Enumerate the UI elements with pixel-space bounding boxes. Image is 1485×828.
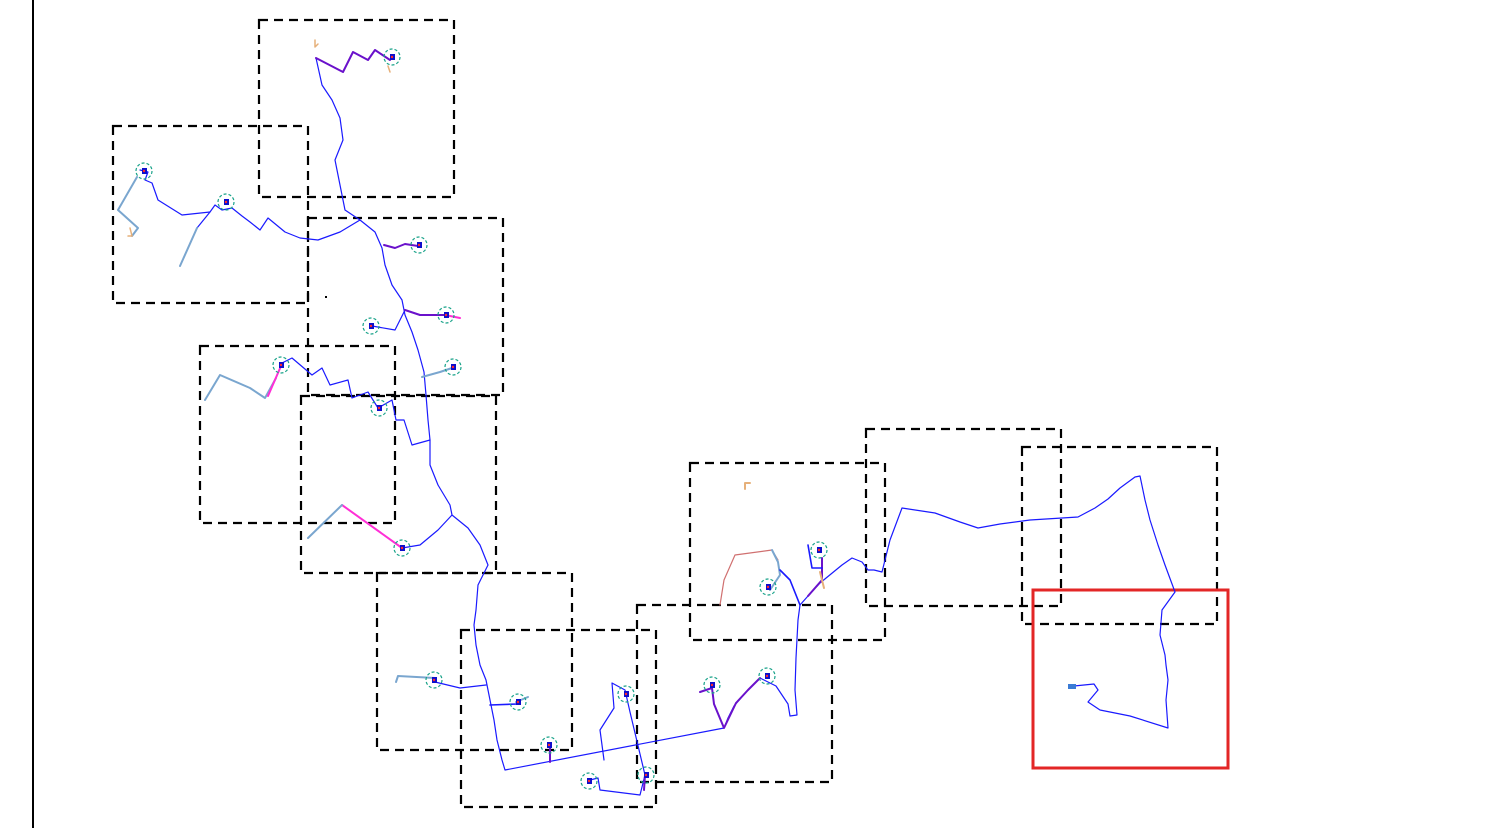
tile	[635, 603, 834, 784]
waypoint-layer	[135, 48, 828, 790]
waypoint-marker[interactable]	[703, 676, 721, 694]
route-segment	[489, 703, 519, 706]
tile	[864, 427, 1063, 608]
stray-point	[325, 296, 327, 298]
main-route	[315, 57, 1176, 771]
waypoint-marker[interactable]	[410, 236, 428, 254]
route-segment	[139, 169, 211, 216]
left-frame-border	[32, 0, 34, 828]
waypoint-marker[interactable]	[580, 772, 598, 790]
tile	[688, 461, 887, 642]
route-segment	[204, 374, 277, 401]
route-segment	[395, 675, 436, 683]
route-segment	[267, 365, 282, 397]
route-segment	[807, 557, 823, 597]
tile	[198, 344, 397, 525]
tile	[257, 18, 456, 199]
highlight-tile[interactable]	[1031, 588, 1230, 770]
route-segment	[807, 544, 823, 569]
route-segment	[179, 204, 361, 267]
route-layer	[117, 39, 1176, 796]
route-segment	[589, 682, 646, 796]
waypoint-marker[interactable]	[425, 671, 443, 689]
route-segment	[307, 504, 343, 539]
tile	[306, 216, 505, 397]
waypoint-marker[interactable]	[393, 539, 411, 557]
route-segment	[315, 49, 391, 73]
waypoint-marker[interactable]	[272, 356, 290, 374]
waypoint-marker[interactable]	[637, 766, 655, 784]
route-segment	[719, 549, 779, 606]
tile	[111, 124, 310, 305]
route-segment	[404, 309, 446, 316]
waypoint-marker[interactable]	[383, 48, 401, 66]
waypoint-marker[interactable]	[810, 541, 828, 559]
waypoint-marker[interactable]	[362, 317, 380, 335]
waypoint-marker[interactable]	[758, 667, 776, 685]
route-segment	[341, 504, 403, 549]
tile-layer	[111, 18, 1219, 809]
route-segment	[117, 176, 139, 237]
waypoint-marker[interactable]	[759, 578, 777, 596]
waypoint-marker[interactable]	[444, 358, 462, 376]
endpoint-marker	[1068, 684, 1076, 689]
tile	[459, 628, 658, 809]
route-segment	[371, 309, 406, 331]
route-segment	[383, 243, 419, 249]
route-segment	[314, 39, 319, 48]
waypoint-marker[interactable]	[509, 693, 527, 711]
waypoint-marker[interactable]	[217, 193, 235, 211]
waypoint-marker[interactable]	[437, 306, 455, 324]
route-segment	[275, 357, 431, 446]
route-segment	[127, 227, 133, 237]
route-segment	[179, 227, 198, 267]
route-segment	[779, 569, 801, 606]
route-segment	[387, 65, 391, 73]
route-segment	[819, 571, 825, 589]
route-segment	[421, 366, 456, 378]
route-segment	[744, 482, 751, 490]
route-segment	[699, 677, 761, 729]
waypoint-marker[interactable]	[370, 399, 388, 417]
route-segment	[434, 681, 487, 689]
tile	[375, 571, 574, 752]
waypoint-marker[interactable]	[617, 685, 635, 703]
route-segment	[401, 514, 453, 549]
tile	[1020, 445, 1219, 626]
waypoint-marker[interactable]	[135, 162, 153, 180]
waypoint-marker[interactable]	[540, 736, 558, 754]
